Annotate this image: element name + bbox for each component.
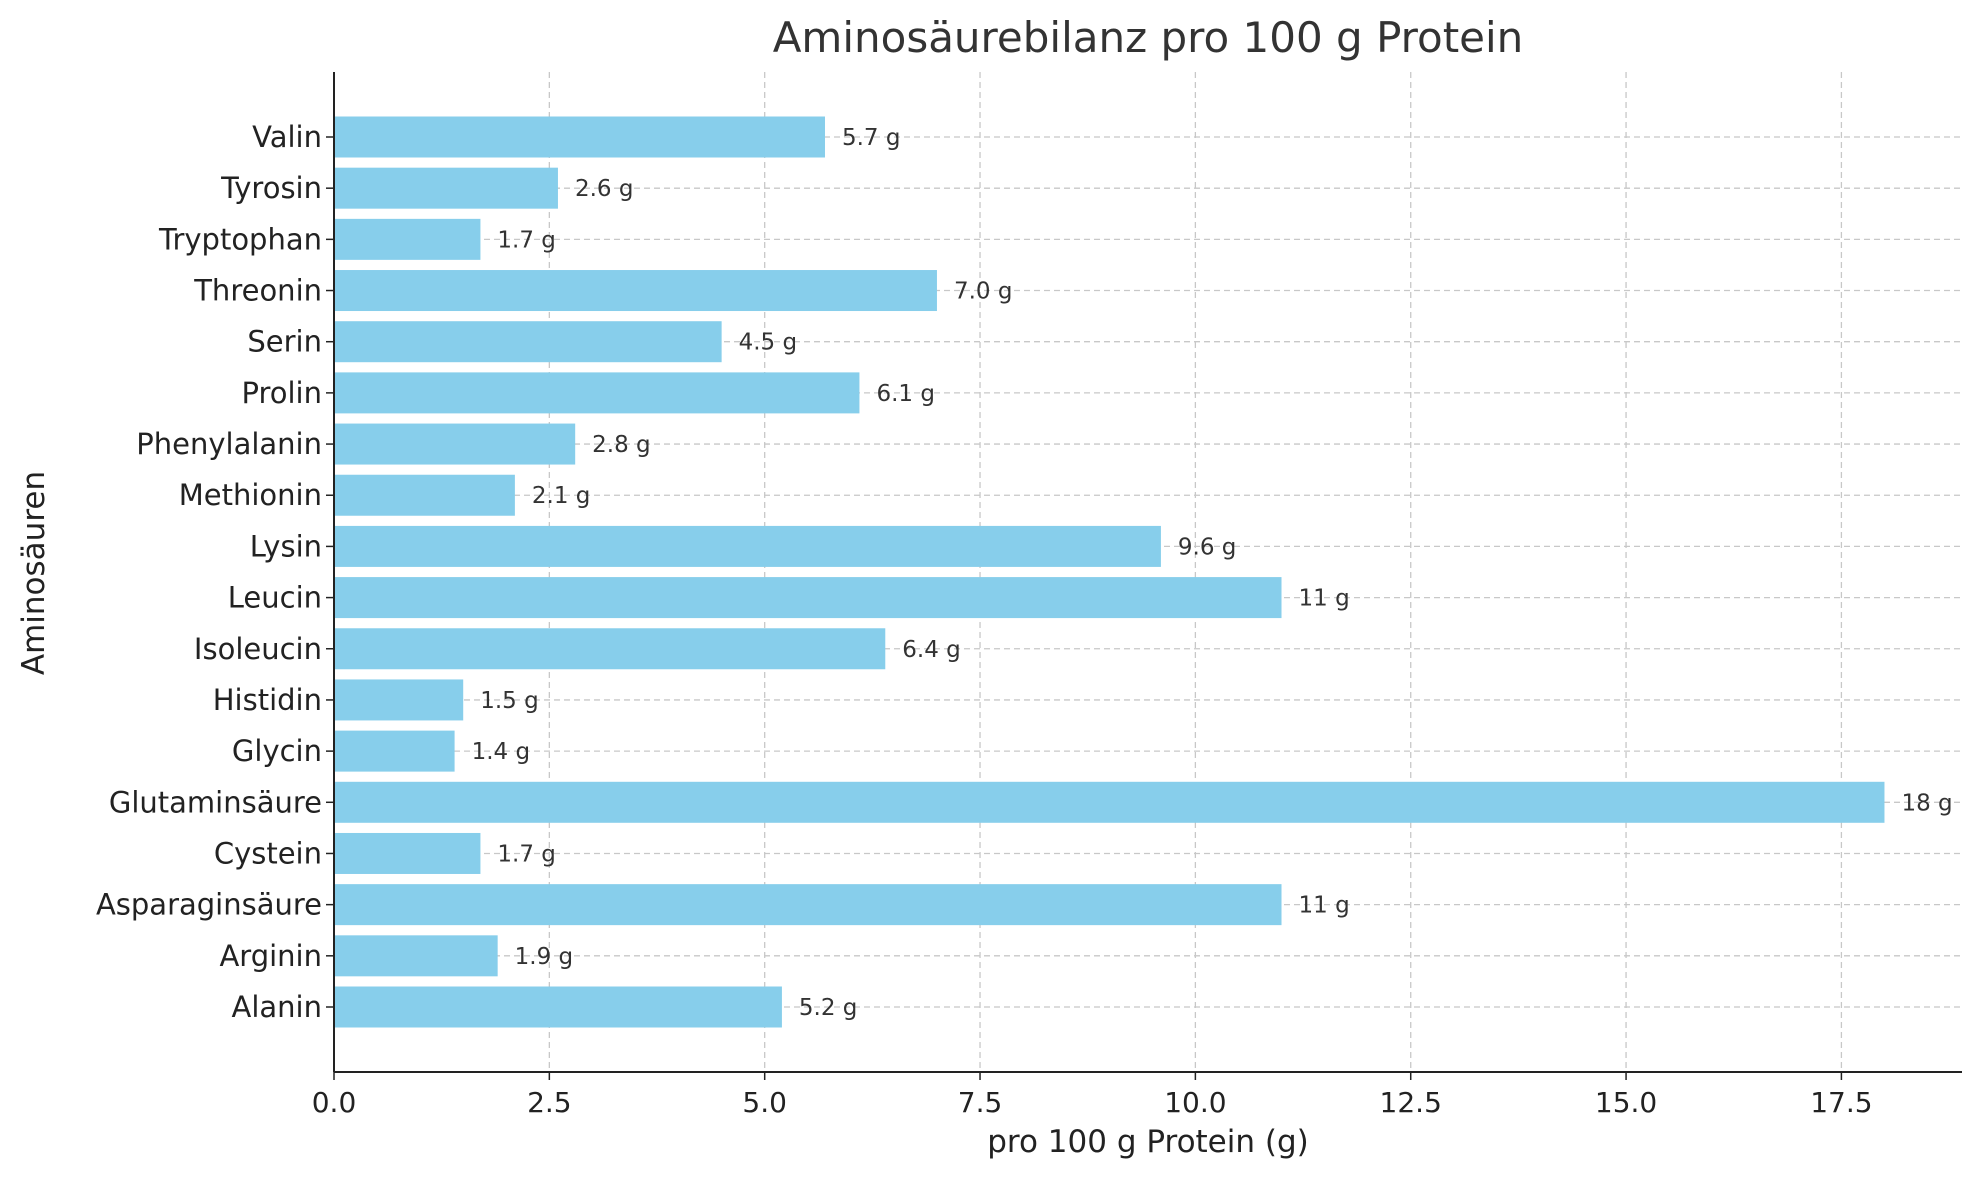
- bar: [334, 423, 576, 465]
- data-label: 4.5 g: [739, 330, 798, 356]
- bar: [334, 372, 860, 414]
- bar: [334, 167, 558, 209]
- x-tick-label: 17.5: [1810, 1086, 1872, 1119]
- bar: [334, 935, 498, 977]
- data-label: 6.4 g: [902, 637, 961, 663]
- bar: [334, 218, 481, 260]
- bar: [334, 474, 515, 516]
- y-tick-label: Asparaginsäure: [96, 888, 322, 922]
- y-tick-label: Cystein: [214, 836, 322, 870]
- data-label: 6.1 g: [876, 381, 935, 407]
- data-label: 11 g: [1299, 586, 1350, 612]
- data-label: 1.7 g: [497, 841, 555, 867]
- y-tick-label: Prolin: [241, 376, 322, 410]
- bar: [334, 832, 481, 874]
- data-label: 5.7 g: [842, 125, 901, 151]
- data-label: 18 g: [1901, 790, 1952, 816]
- bar: [334, 525, 1161, 567]
- y-tick-label: Leucin: [228, 581, 322, 615]
- bar: [334, 577, 1282, 619]
- y-tick-label: Tryptophan: [158, 222, 322, 256]
- bar: [334, 679, 464, 721]
- bar: [334, 270, 937, 312]
- x-axis-tick-labels: 0.0 2.5 5.0 7.5 10.0 12.5 15.0 17.5: [312, 1072, 1873, 1119]
- y-axis-label: Aminosäuren: [16, 471, 52, 675]
- y-tick-label: Methionin: [179, 478, 322, 512]
- y-tick-label: Glutaminsäure: [109, 785, 322, 819]
- y-tick-label: Lysin: [250, 529, 322, 563]
- y-tick-label: Valin: [252, 120, 322, 154]
- bar: [334, 116, 825, 158]
- bar: [334, 730, 455, 772]
- y-tick-label: Threonin: [193, 274, 322, 308]
- data-label: 11 g: [1299, 893, 1350, 919]
- data-label: 1.7 g: [497, 227, 555, 253]
- x-axis-label: pro 100 g Protein (g): [987, 1124, 1309, 1160]
- data-label: 2.8 g: [592, 432, 651, 458]
- bar: [334, 628, 886, 670]
- x-tick-label: 12.5: [1380, 1086, 1442, 1119]
- bar: [334, 781, 1885, 823]
- data-label: 2.1 g: [532, 483, 591, 509]
- bar: [334, 986, 782, 1028]
- y-tick-label: Alanin: [232, 990, 322, 1024]
- y-tick-label: Arginin: [219, 939, 322, 973]
- y-tick-label: Phenylalanin: [136, 427, 322, 461]
- x-tick-label: 5.0: [742, 1086, 787, 1119]
- data-label: 5.2 g: [799, 995, 858, 1021]
- y-tick-label: Isoleucin: [194, 632, 322, 666]
- x-tick-label: 7.5: [958, 1086, 1003, 1119]
- y-tick-label: Serin: [247, 325, 322, 359]
- data-label: 2.6 g: [575, 176, 634, 202]
- y-axis-tick-labels: Alanin Arginin Asparaginsäure Cystein Glutam…: [96, 120, 334, 1024]
- x-tick-label: 0.0: [312, 1086, 357, 1119]
- bar: [334, 884, 1282, 926]
- y-tick-label: Histidin: [213, 683, 322, 717]
- y-tick-label: Glycin: [232, 734, 322, 768]
- bars: [334, 116, 1885, 1028]
- bar: [334, 321, 722, 363]
- data-label: 1.4 g: [472, 739, 531, 765]
- chart-title: Aminosäurebilanz pro 100 g Protein: [773, 13, 1524, 62]
- data-label: 1.5 g: [480, 688, 539, 714]
- data-labels: 5.2 g 1.9 g 11 g 1.7 g 18 g 1.4 g 1.5 g 6.4 g 11…: [472, 125, 1953, 1021]
- x-tick-label: 10.0: [1164, 1086, 1226, 1119]
- data-label: 9.6 g: [1178, 534, 1237, 560]
- data-label: 1.9 g: [515, 944, 574, 970]
- data-label: 7.0 g: [954, 279, 1013, 305]
- x-tick-label: 2.5: [527, 1086, 572, 1119]
- x-tick-label: 15.0: [1595, 1086, 1657, 1119]
- y-tick-label: Tyrosin: [220, 171, 322, 205]
